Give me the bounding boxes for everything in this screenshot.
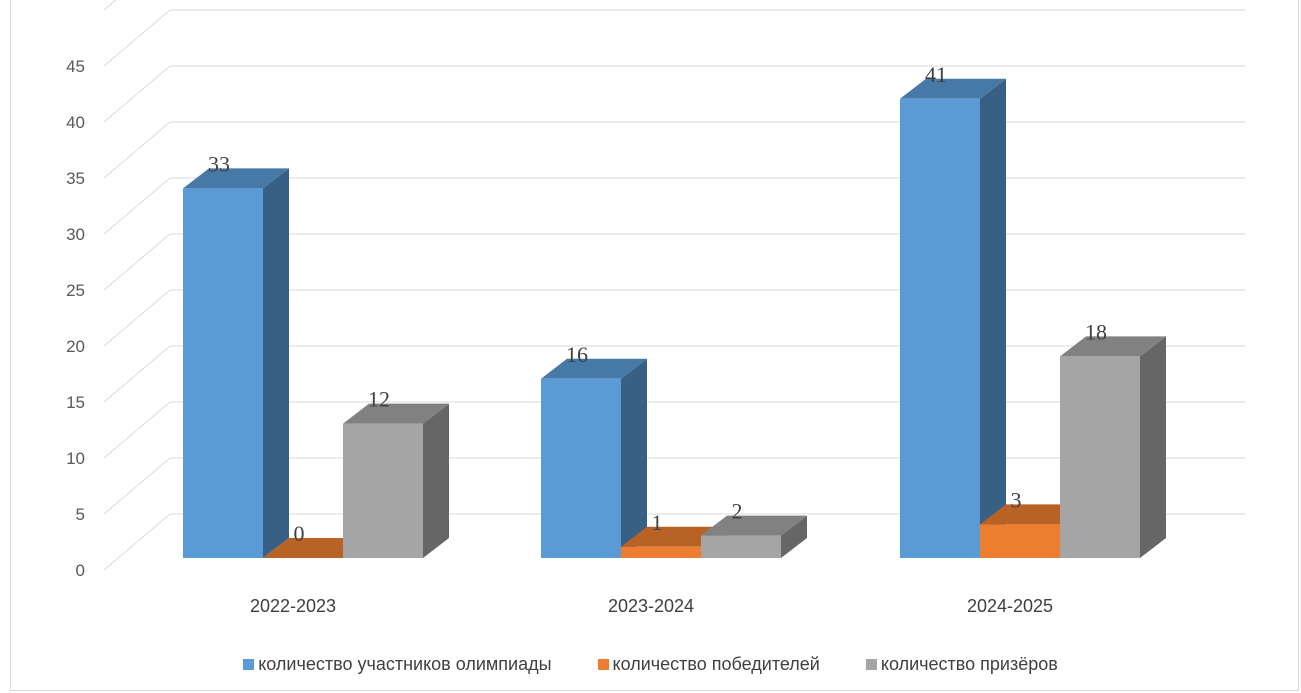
y-tick-label: 10 [66,449,85,468]
gridline-diagonal [103,345,171,403]
gridline-diagonal [103,233,171,291]
bar-side-face [1140,336,1166,558]
category-labels: 2022-2023 2023-2024 2024-2025 [250,596,1053,616]
bar-top-face [541,358,647,379]
legend-swatch-winners [597,658,609,670]
gridline-diagonal [103,177,171,235]
data-label: 0 [294,521,305,546]
bar [900,78,1006,559]
gridline-diagonal [103,65,171,123]
bar-side-face [980,78,1006,559]
bar-top-face [183,168,289,189]
bar-top-face [900,78,1006,99]
bar [1060,336,1166,558]
bar-top-face [980,504,1086,525]
bar [343,403,449,558]
gridline-diagonal [103,289,171,347]
y-tick-label: 15 [66,393,85,412]
bar-front-face [541,378,621,558]
legend-label-winners: количество победителей [612,653,820,674]
data-label: 1 [652,510,663,535]
legend-label-prizewinners: количество призёров [880,653,1058,674]
legend-swatch-prizewinners [865,658,877,670]
data-label: 16 [566,342,588,367]
data-label: 41 [925,62,947,87]
y-tick-label: 40 [66,113,85,132]
bar-top-face [343,403,449,424]
bar-front-face [183,188,263,558]
bar-side-face [621,358,647,558]
x-tick-label: 2022-2023 [250,596,336,616]
x-tick-label: 2023-2024 [608,596,694,616]
bar-front-face [701,535,781,558]
bar [701,515,807,558]
data-label: 33 [208,151,230,176]
bar-top-face [1060,336,1166,357]
legend-swatch-participants [243,658,255,670]
legend-label-participants: количество участников олимпиады [258,653,552,674]
gridline-diagonal [103,401,171,459]
y-tick-label: 45 [66,57,85,76]
bar-front-face [1060,356,1140,558]
legend: количество участников олимпиады количест… [0,650,1301,678]
y-tick-label: 35 [66,169,85,188]
bar-side-face [423,403,449,558]
gridline-diagonal [103,9,171,67]
x-tick-label: 2024-2025 [967,596,1053,616]
y-tick-label: 30 [66,225,85,244]
legend-item-prizewinners: количество призёров [865,653,1058,675]
data-label: 2 [732,499,743,524]
bar-front-face [343,423,423,558]
data-label: 3 [1011,487,1022,512]
bar-top-face [263,538,369,558]
bar-side-face [781,515,807,558]
bar [541,358,647,558]
bar-side-face [263,168,289,558]
y-axis-tick-labels: 0 5 10 15 20 25 30 35 40 45 [66,57,85,580]
y-tick-label: 20 [66,337,85,356]
gridline-diagonal [103,0,117,11]
chart-frame [10,0,1299,691]
bar-top-face [621,526,727,547]
bars [183,78,1166,559]
bar-front-face [980,524,1060,558]
data-label: 18 [1085,319,1107,344]
bar-front-face [900,98,980,559]
bar [263,538,369,558]
y-tick-label: 5 [76,505,85,524]
bar [183,168,289,558]
bar-top-face [701,515,807,536]
legend-item-participants: количество участников олимпиады [243,653,552,675]
gridline-diagonal [103,457,171,515]
bar [980,504,1086,558]
bar-front-face [621,546,701,558]
gridline-diagonal [103,121,171,179]
y-tick-label: 25 [66,281,85,300]
data-label: 12 [368,387,390,412]
y-tick-label: 0 [76,561,85,580]
legend-item-winners: количество победителей [597,653,820,675]
gridlines [103,0,1245,571]
gridline-diagonal [103,513,171,571]
